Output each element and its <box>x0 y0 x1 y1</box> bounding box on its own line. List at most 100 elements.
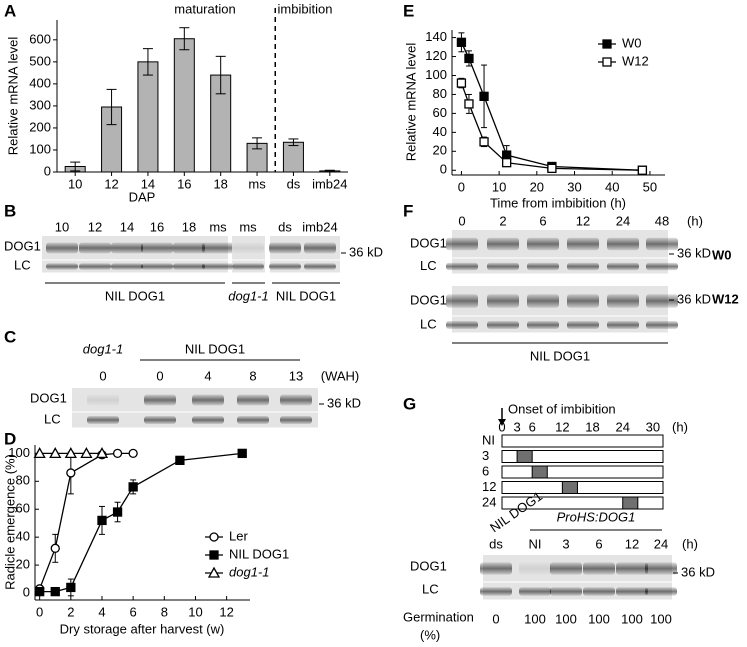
y-tick-label: 0 <box>44 163 51 178</box>
marker <box>237 448 247 459</box>
marker <box>95 447 109 459</box>
lane-label: 12 <box>625 536 639 551</box>
lane-label: 6 <box>595 536 602 551</box>
blot-row-divider <box>270 272 340 274</box>
legend-label: NIL DOG1 <box>229 546 289 561</box>
x-axis-label: DAP <box>129 189 156 204</box>
blot-band <box>79 242 111 254</box>
legend-marker <box>209 550 219 560</box>
blot-band <box>646 294 678 308</box>
blot-band <box>237 416 269 424</box>
y-tick-label: 0 <box>23 584 30 599</box>
x-tick-label: 18 <box>213 176 227 191</box>
panel-label: G <box>403 394 416 413</box>
blot-band <box>141 242 173 254</box>
unit-label: (h) <box>682 536 698 551</box>
blot-band <box>237 394 269 406</box>
timeline-tick: 12 <box>555 419 569 434</box>
germination-value: 100 <box>588 611 610 626</box>
blot-band <box>144 416 176 424</box>
lane-label: 12 <box>88 219 102 234</box>
x-tick-label: 8 <box>161 604 168 619</box>
blot-band <box>607 294 639 308</box>
blot-band <box>527 262 559 271</box>
row-label: LC <box>14 257 31 272</box>
timeline-tick: 0 <box>498 419 505 434</box>
y-tick-label: 100 <box>29 141 51 156</box>
row-label: DOG1 <box>410 292 447 307</box>
germination-value: 100 <box>650 611 672 626</box>
timeline-tick: 24 <box>615 419 629 434</box>
y-tick-label: 600 <box>29 31 51 46</box>
blot-band <box>527 321 559 329</box>
blot-band <box>607 262 639 271</box>
marker <box>80 447 93 459</box>
x-tick-label: 10 <box>492 179 506 194</box>
germination-value: 0 <box>492 611 499 626</box>
row-label: 12 <box>482 479 496 494</box>
x-tick-label: 50 <box>643 179 657 194</box>
lane-label: NI <box>529 536 542 551</box>
lane-label: ms <box>209 219 227 234</box>
blot-row-divider <box>452 273 668 275</box>
germination-label: Germination <box>403 609 474 624</box>
timeline-tick: 6 <box>529 419 536 434</box>
germination-value: 100 <box>621 611 643 626</box>
y-tick-label: 60 <box>433 105 447 120</box>
y-tick-label: 60 <box>16 501 30 516</box>
blot-row-divider <box>72 411 318 413</box>
blot-row-divider <box>42 272 228 274</box>
blot-row-divider <box>42 259 228 261</box>
y-tick-label: 120 <box>425 48 447 63</box>
blot-band <box>232 263 264 270</box>
blot-band <box>202 263 234 270</box>
annotation: maturation <box>174 1 235 16</box>
blot-band <box>46 242 78 254</box>
x-tick-label: 6 <box>130 604 137 619</box>
blot-band <box>487 321 519 329</box>
legend-label: W0 <box>622 35 642 50</box>
pulse <box>561 481 578 494</box>
row-label: DOG1 <box>4 238 41 253</box>
marker <box>128 448 138 459</box>
marker <box>50 543 60 553</box>
y-tick-label: 20 <box>16 557 30 572</box>
size-marker: 36 kD <box>349 244 383 259</box>
blot-band <box>616 587 648 596</box>
blot-band <box>446 321 478 329</box>
x-tick-label: ms <box>248 176 266 191</box>
x-tick-label: 40 <box>605 179 619 194</box>
blot-band <box>607 237 639 251</box>
legend-marker <box>602 57 612 67</box>
blot-row-divider <box>270 259 340 261</box>
blot-row-divider <box>232 259 265 261</box>
pulse <box>516 450 533 463</box>
bar <box>137 61 159 173</box>
blot-band <box>202 242 234 254</box>
lane-label: 18 <box>182 219 196 234</box>
lane-label: ds <box>278 219 292 234</box>
legend-marker <box>209 532 219 542</box>
marker <box>49 447 62 459</box>
lane-label: 48 <box>655 213 669 228</box>
marker <box>97 515 107 526</box>
blot-band <box>487 262 519 271</box>
group-label: NIL DOG1 <box>185 341 245 356</box>
blot-band <box>280 416 312 424</box>
x-tick-label: 10 <box>188 604 202 619</box>
group-label: NIL DOG1 <box>530 348 590 363</box>
blot-band <box>446 294 478 308</box>
timeline-tick: 30 <box>646 419 660 434</box>
x-tick-label: 14 <box>141 176 155 191</box>
annotation: imbibition <box>278 1 333 16</box>
timeline-row <box>501 465 664 479</box>
blot-name: W12 <box>712 291 739 306</box>
x-tick-label: 12 <box>219 604 233 619</box>
x-tick-label: 16 <box>177 176 191 191</box>
onset-label: Onset of imbibition <box>508 401 616 416</box>
blot-band <box>487 294 519 308</box>
lane-label: 6 <box>539 213 546 228</box>
unit-label: (h) <box>687 213 703 228</box>
blot-band <box>480 562 512 575</box>
